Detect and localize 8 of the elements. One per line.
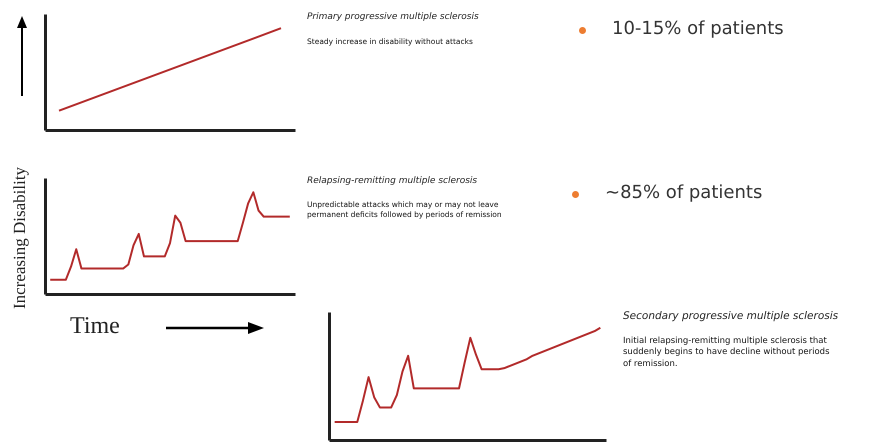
text: Primary progressive multiple sclerosis [307,12,479,22]
text: 10-15% of patients [612,18,784,39]
text: Secondary progressive multiple sclerosis [623,310,838,322]
text: Relapsing-remitting multiple sclerosis [307,176,478,186]
text: ~85% of patients [605,182,762,203]
y-axis-title: Increasing Disability [10,166,30,310]
x-axis-title: Time [70,313,120,340]
text: Initial relapsing-remitting multiple sclerosis that suddenly begins to have decline without periods of remission. [623,336,831,370]
